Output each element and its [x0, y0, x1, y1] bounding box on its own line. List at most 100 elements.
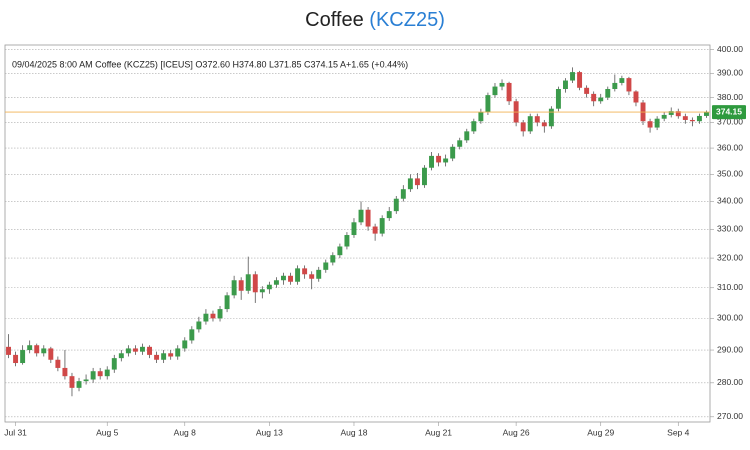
candle-body: [118, 353, 124, 359]
candle-body: [231, 280, 237, 296]
candle-body: [323, 262, 329, 270]
info-line: 09/04/2025 8:00 AM Coffee (KCZ25) [ICEUS…: [12, 59, 408, 69]
candle-body: [154, 354, 160, 360]
candle-body: [161, 353, 167, 360]
y-tick-label: 280.00: [717, 377, 743, 387]
candle-body: [570, 72, 575, 81]
candle-body: [210, 313, 216, 319]
candle-body: [288, 275, 293, 282]
candle-body: [168, 353, 174, 357]
candle-body: [41, 348, 47, 354]
candle-body: [527, 116, 533, 132]
candle-body: [281, 275, 286, 281]
y-tick-label: 290.00: [717, 344, 743, 354]
candle-body: [20, 350, 26, 364]
candle-body: [238, 280, 244, 291]
x-tick-label: Aug 13: [256, 427, 283, 437]
candle-body: [682, 116, 688, 120]
candle-body: [436, 155, 442, 163]
x-tick-label: Aug 26: [503, 427, 530, 437]
candle-body: [252, 274, 258, 293]
candle-body: [541, 122, 547, 127]
y-tick-label: 380.00: [717, 92, 743, 102]
candle-body: [584, 87, 590, 94]
candle-body: [344, 235, 350, 247]
candle-body: [407, 178, 413, 190]
candle-body: [379, 218, 385, 234]
y-tick-label: 330.00: [717, 224, 743, 234]
candle-body: [457, 140, 463, 147]
candle-body: [302, 268, 308, 275]
candle-body: [422, 167, 427, 186]
candle-body: [27, 345, 33, 351]
candle-body: [372, 226, 378, 234]
candle-body: [34, 345, 40, 354]
candle-body: [48, 348, 54, 360]
candle-body: [182, 340, 188, 349]
candle-body: [464, 131, 470, 141]
candle-body: [414, 178, 420, 186]
candle-body: [97, 371, 103, 377]
candle-body: [386, 211, 392, 219]
candle-body: [203, 313, 209, 322]
candle-body: [125, 348, 131, 354]
candle-body: [591, 93, 597, 102]
y-tick-label: 300.00: [717, 313, 743, 323]
y-tick-label: 360.00: [717, 142, 743, 152]
candle-body: [175, 348, 181, 357]
chart-title: Coffee (KCZ25): [305, 9, 445, 31]
candle-body: [196, 321, 202, 330]
candle-body: [245, 274, 251, 291]
candle-body: [534, 116, 540, 123]
candle-body: [217, 309, 223, 319]
candle-body: [520, 122, 526, 132]
candle-body: [612, 82, 618, 90]
candle-body: [492, 86, 498, 96]
candle-body: [605, 89, 611, 98]
x-tick-label: Aug 5: [96, 427, 118, 437]
candle-body: [140, 346, 145, 352]
candle-body: [654, 118, 660, 128]
candle-body: [548, 108, 554, 127]
x-tick-label: Sep 4: [667, 427, 689, 437]
candle-body: [337, 246, 343, 256]
y-tick-label: 270.00: [717, 411, 743, 421]
candle-body: [478, 112, 484, 122]
x-tick-label: Aug 8: [174, 427, 196, 437]
candle-body: [555, 89, 561, 109]
candle-body: [506, 82, 512, 102]
plot-frame: [4, 44, 711, 423]
candle-body: [471, 121, 477, 132]
x-tick-label: Aug 21: [425, 427, 452, 437]
candle-body: [295, 268, 301, 282]
candle-body: [429, 155, 434, 168]
candle-body: [104, 369, 110, 377]
candle-body: [619, 78, 625, 83]
candle-body: [358, 209, 364, 223]
candle-body: [351, 222, 357, 236]
y-tick-label: 370.00: [717, 117, 743, 127]
y-tick-label: 320.00: [717, 252, 743, 262]
candle-body: [6, 346, 11, 355]
last-price-label: 374.15: [716, 106, 742, 116]
candle-body: [111, 358, 117, 370]
candle-body: [626, 78, 632, 92]
candle-body: [330, 255, 336, 263]
candle-body: [273, 280, 279, 285]
candle-body: [55, 359, 61, 368]
candle-body: [224, 295, 230, 310]
candle-body: [696, 115, 702, 122]
plot-area: 270.00 280.00 290.00 300.00 310.00 320.00 330.…: [4, 44, 746, 437]
candle-body: [62, 367, 68, 377]
title-name: Coffee: [305, 9, 364, 31]
candle-body: [83, 379, 89, 382]
candle-body: [90, 371, 96, 380]
candle-body: [563, 80, 568, 90]
candle-body: [132, 348, 138, 352]
candle-body: [365, 209, 371, 227]
candle-body: [189, 329, 195, 341]
candle-body: [400, 189, 406, 199]
x-tick-label: Aug 18: [340, 427, 367, 437]
candle-body: [443, 158, 449, 163]
